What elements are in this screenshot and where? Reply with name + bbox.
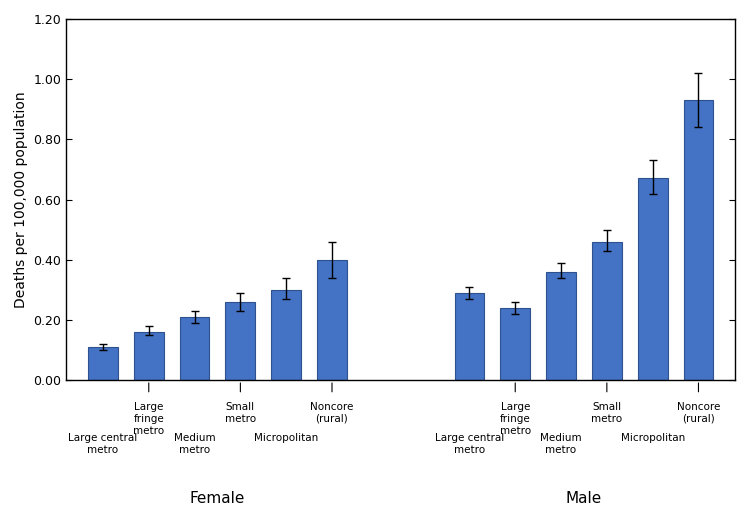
Text: Large
fringe
metro: Large fringe metro xyxy=(133,402,164,436)
Text: Noncore
(rural): Noncore (rural) xyxy=(677,402,720,424)
Bar xyxy=(88,347,118,380)
Bar xyxy=(500,308,530,380)
Text: Noncore
(rural): Noncore (rural) xyxy=(310,402,354,424)
Text: Large central
metro: Large central metro xyxy=(435,433,504,455)
Bar xyxy=(180,317,210,380)
Bar xyxy=(317,260,347,380)
Bar xyxy=(134,332,163,380)
Bar xyxy=(592,242,622,380)
Text: Large
fringe
metro: Large fringe metro xyxy=(500,402,531,436)
Text: Small
metro: Small metro xyxy=(591,402,622,424)
Text: Micropolitan: Micropolitan xyxy=(620,433,685,443)
Text: Micropolitan: Micropolitan xyxy=(254,433,318,443)
Bar xyxy=(225,302,255,380)
Text: Large central
metro: Large central metro xyxy=(68,433,138,455)
Text: Female: Female xyxy=(189,491,245,506)
Text: Medium
metro: Medium metro xyxy=(540,433,582,455)
Y-axis label: Deaths per 100,000 population: Deaths per 100,000 population xyxy=(14,91,28,308)
Bar xyxy=(684,100,713,380)
Text: Medium
metro: Medium metro xyxy=(174,433,216,455)
Bar xyxy=(637,178,667,380)
Text: Male: Male xyxy=(565,491,602,506)
Bar xyxy=(546,272,576,380)
Bar xyxy=(271,290,301,380)
Text: Small
metro: Small metro xyxy=(225,402,256,424)
Bar xyxy=(455,293,485,380)
